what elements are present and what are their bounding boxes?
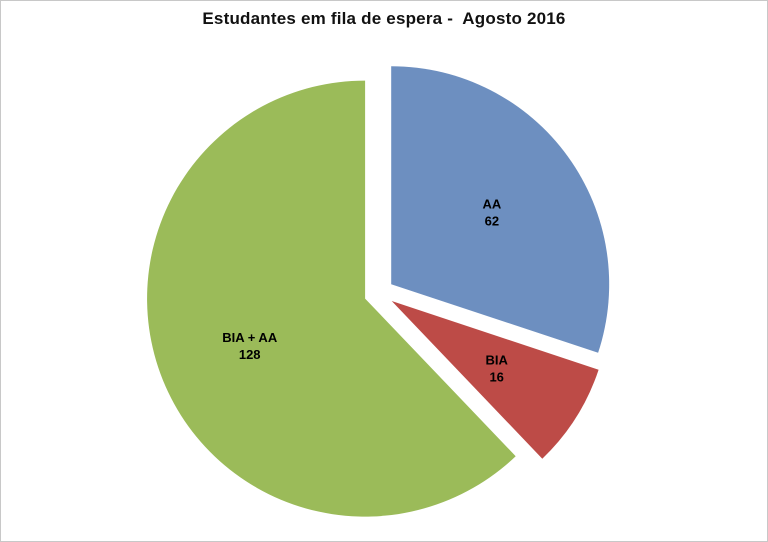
pie-slice-AA bbox=[391, 66, 610, 353]
pie-slice-BIA-AA bbox=[147, 80, 516, 517]
pie-slice-label: AA bbox=[483, 197, 502, 212]
pie-slice-BIA bbox=[391, 301, 599, 459]
pie-slice-value: 62 bbox=[485, 214, 499, 229]
pie-slice-label: BIA + AA bbox=[222, 330, 278, 345]
pie-slice-value: 128 bbox=[239, 347, 261, 362]
pie-slice-label: BIA bbox=[486, 353, 509, 368]
chart-title: Estudantes em fila de espera - Agosto 20… bbox=[202, 9, 566, 28]
pie-slice-value: 16 bbox=[489, 370, 503, 385]
